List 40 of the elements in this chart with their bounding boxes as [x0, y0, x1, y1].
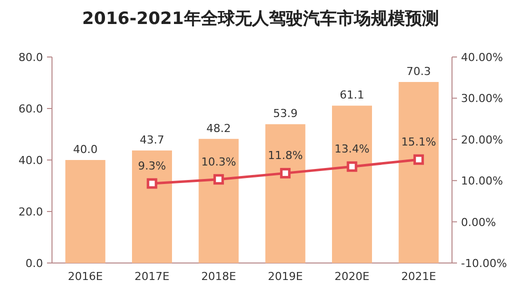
bar — [398, 82, 439, 263]
data-label: 40.0 — [73, 143, 98, 156]
y-tick-label: 80.0 — [18, 51, 43, 64]
x-tick-label: 2016E — [68, 270, 103, 283]
x-tick-label: 2019E — [268, 270, 303, 283]
data-label: 70.3 — [406, 64, 431, 78]
y-tick-label: 20.0 — [18, 206, 43, 218]
data-label: 9.3% — [138, 159, 166, 172]
y-tick-label: 60.0 — [18, 102, 43, 116]
y-tick-label: 40.0 — [18, 154, 43, 167]
y2-tick-label: -10.00% — [461, 257, 507, 270]
data-label: 13.4% — [334, 142, 370, 156]
data-label: 11.8% — [268, 149, 303, 162]
point — [346, 161, 358, 172]
point — [146, 178, 158, 189]
y2-tick-label: 20.00% — [461, 133, 503, 146]
data-label: 61.1 — [340, 88, 364, 102]
bar — [65, 160, 106, 263]
data-label: 53.9 — [273, 107, 298, 120]
y2-tick-label: 40.00% — [461, 51, 503, 64]
bar — [132, 150, 172, 263]
y2-tick-label: 10.00% — [461, 174, 503, 188]
data-label: 43.7 — [140, 133, 164, 146]
bar — [198, 138, 239, 263]
y-tick-label: 0.0 — [26, 257, 43, 270]
chart-title: 2016-2021年全球无人驾驶汽车市场规模预测 — [82, 9, 439, 29]
x-tick-label: 2020E — [334, 270, 370, 283]
y2-tick-label: 0.00% — [461, 216, 496, 229]
point — [213, 174, 224, 185]
y2-tick-label: 30.00% — [461, 92, 503, 106]
data-label: 15.1% — [401, 136, 436, 149]
x-tick-label: 2018E — [201, 270, 236, 283]
point — [413, 154, 424, 165]
x-tick-label: 2017E — [134, 270, 170, 283]
x-tick-label: 2021E — [401, 270, 436, 283]
data-label: 48.2 — [206, 122, 231, 135]
bar — [332, 106, 372, 263]
point — [280, 168, 291, 178]
data-label: 10.3% — [201, 155, 236, 168]
bar — [265, 124, 306, 263]
